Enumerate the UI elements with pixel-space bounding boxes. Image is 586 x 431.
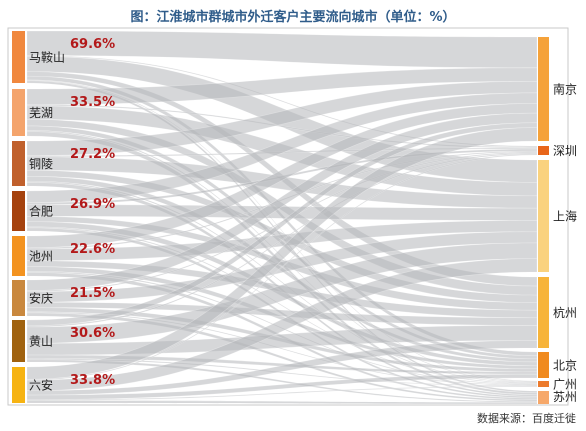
flow-link <box>26 258 538 392</box>
target-node-label: 上海 <box>553 209 577 224</box>
source-value-label: 27.2% <box>70 147 115 162</box>
source-value-label: 69.6% <box>70 37 115 52</box>
source-node-bar <box>12 31 25 83</box>
source-node-label: 铜陵 <box>29 156 53 171</box>
target-node-bar <box>538 277 549 348</box>
source-node-bar <box>12 191 25 231</box>
flow-link <box>26 30 538 69</box>
source-value-label: 22.6% <box>70 242 115 257</box>
source-value-label: 30.6% <box>70 326 115 341</box>
target-node-bar <box>538 352 549 378</box>
flow-link <box>26 340 538 396</box>
source-node-label: 芜湖 <box>29 105 53 120</box>
source-node-bar <box>12 320 25 362</box>
flow-link <box>26 103 538 249</box>
flow-links <box>26 30 538 405</box>
source-nodes: 马鞍山 69.6% 芜湖 33.5% 铜陵 27.2% 合肥 26.9% 池州 22.6% 安庆 21… <box>12 31 115 403</box>
source-node-bar <box>12 280 25 316</box>
target-node-label: 南京 <box>553 82 577 97</box>
flow-link <box>26 400 538 405</box>
source-node-label: 安庆 <box>29 291 53 306</box>
flow-link <box>26 385 538 401</box>
target-node-label: 深圳 <box>553 144 577 158</box>
source-value-label: 26.9% <box>70 197 115 212</box>
flow-link <box>26 92 538 203</box>
target-node-bar <box>538 381 549 387</box>
source-value-label: 21.5% <box>70 286 115 301</box>
source-node-bar <box>12 236 25 276</box>
source-value-label: 33.8% <box>70 373 115 388</box>
source-node-label: 黄山 <box>29 335 53 349</box>
source-node-bar <box>12 89 25 136</box>
target-node-bar <box>538 37 549 141</box>
source-node-label: 六安 <box>29 378 53 393</box>
chart-title: 图：江淮城市群城市外迁客户主要流向城市（单位：%） <box>130 10 456 25</box>
target-node-label: 广州 <box>553 378 577 392</box>
flow-link <box>26 153 538 381</box>
target-node-bar <box>538 146 549 155</box>
source-node-label: 合肥 <box>29 204 53 219</box>
target-node-label: 北京 <box>553 359 577 373</box>
target-node-label: 杭州 <box>553 305 577 320</box>
flow-link <box>26 127 538 380</box>
target-node-bar <box>538 391 549 404</box>
source-node-bar <box>12 141 25 186</box>
target-node-label: 苏州 <box>553 390 577 404</box>
source-note: 数据来源：百度迁徙 <box>477 412 576 425</box>
flow-link <box>26 373 538 400</box>
source-value-label: 33.5% <box>70 95 115 110</box>
target-node-bar <box>538 160 549 272</box>
source-node-label: 马鞍山 <box>29 50 65 65</box>
source-node-bar <box>12 367 25 403</box>
source-node-label: 池州 <box>29 250 53 264</box>
